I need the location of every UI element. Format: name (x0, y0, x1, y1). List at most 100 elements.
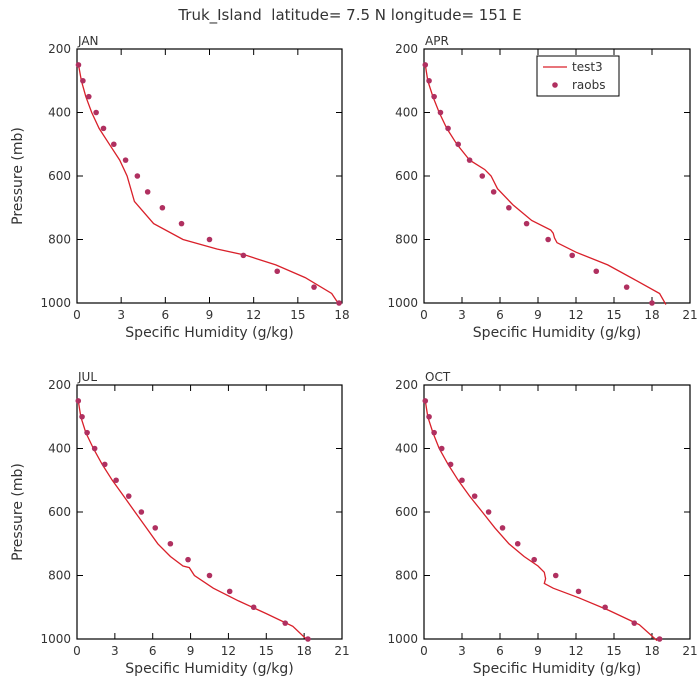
data-point-raobs (111, 141, 117, 148)
panel-label: JAN (77, 34, 99, 48)
data-point-raobs (144, 189, 151, 195)
y-tick-label: 400 (395, 106, 418, 120)
x-tick-label: 12 (568, 644, 583, 658)
data-point-raobs (431, 429, 437, 436)
data-point-raobs (499, 525, 506, 531)
chart-panel-oct: OCT 0 3 6 9 12 15 18 21 200 400 600 800 1000 Specific … (387, 370, 697, 677)
y-axis-label: Pressure (mb) (10, 463, 26, 561)
y-tick-label: 600 (48, 169, 71, 183)
data-point-raobs (593, 268, 600, 275)
data-point-raobs (479, 173, 486, 179)
data-point-raobs (471, 493, 478, 499)
data-point-raobs (490, 189, 497, 195)
data-point-raobs (274, 268, 281, 275)
x-tick-label: 15 (259, 644, 274, 658)
data-point-raobs (426, 413, 432, 420)
x-tick-label: 9 (534, 308, 542, 322)
figure-title: Truk_Island latitude= 7.5 N longitude= 1… (177, 6, 521, 25)
x-tick-label: 15 (290, 308, 305, 322)
data-point-raobs (459, 477, 465, 484)
data-point-raobs (656, 636, 663, 642)
x-axis-label: Specific Humidity (g/kg) (125, 325, 293, 341)
x-tick-label: 0 (420, 644, 428, 658)
data-point-raobs (485, 509, 492, 515)
data-point-raobs (134, 173, 141, 179)
chart-panel-jul: JUL 0 3 6 9 12 15 18 21 200 400 600 800 1000 Specific … (10, 370, 350, 677)
data-point-raobs (438, 445, 445, 452)
y-tick-label: 200 (395, 378, 418, 392)
x-tick-label: 6 (162, 308, 170, 322)
series-line-test3 (424, 400, 658, 642)
y-tick-label: 200 (48, 378, 71, 392)
data-point-raobs (240, 252, 247, 259)
y-tick-label: 1000 (387, 632, 418, 646)
y-tick-label: 800 (395, 569, 418, 583)
legend-label-points: raobs (572, 78, 606, 92)
data-point-raobs (336, 300, 342, 306)
data-point-raobs (431, 93, 437, 100)
data-point-raobs (575, 588, 582, 595)
y-tick-label: 600 (395, 169, 418, 183)
x-tick-label: 18 (644, 644, 659, 658)
legend-box (536, 55, 620, 97)
y-tick-label: 400 (395, 442, 418, 456)
series-line-test3 (77, 64, 340, 305)
x-tick-label: 6 (149, 644, 157, 658)
legend-label-line: test3 (572, 60, 603, 74)
plot-frame (423, 384, 691, 640)
data-point-raobs (79, 413, 85, 420)
x-tick-label: 18 (334, 308, 349, 322)
data-point-raobs (455, 141, 462, 148)
data-point-raobs (305, 636, 311, 642)
x-tick-label: 9 (206, 308, 214, 322)
panel-label: JUL (77, 370, 97, 384)
x-tick-label: 3 (458, 308, 466, 322)
data-point-raobs (250, 604, 257, 611)
data-point-raobs (159, 204, 166, 211)
y-tick-label: 600 (48, 505, 71, 519)
y-tick-label: 200 (48, 42, 71, 56)
x-tick-label: 3 (117, 308, 125, 322)
data-point-raobs (447, 461, 454, 468)
x-tick-label: 0 (420, 308, 428, 322)
data-point-raobs (523, 220, 530, 227)
data-point-raobs (178, 220, 185, 227)
x-tick-label: 18 (297, 644, 312, 658)
data-point-raobs (138, 509, 145, 515)
data-point-raobs (80, 77, 86, 84)
x-tick-label: 18 (644, 308, 659, 322)
series-line-test3 (77, 400, 309, 642)
data-point-raobs (84, 429, 90, 436)
y-axis-label: Pressure (mb) (10, 127, 26, 225)
data-point-raobs (167, 540, 174, 547)
x-tick-label: 3 (458, 644, 466, 658)
y-tick-label: 1000 (40, 632, 71, 646)
y-tick-label: 400 (48, 442, 71, 456)
data-point-raobs (506, 204, 512, 211)
x-axis-label: Specific Humidity (g/kg) (473, 661, 641, 677)
data-point-raobs (100, 125, 107, 132)
data-point-raobs (152, 525, 159, 531)
x-axis-label: Specific Humidity (g/kg) (473, 325, 641, 341)
x-axis-label: Specific Humidity (g/kg) (125, 661, 293, 677)
y-tick-label: 800 (48, 569, 71, 583)
data-point-raobs (282, 620, 289, 626)
data-point-raobs (445, 125, 451, 132)
y-tick-label: 400 (48, 106, 71, 120)
x-tick-label: 12 (568, 308, 583, 322)
data-point-raobs (466, 157, 473, 163)
x-tick-label: 12 (246, 308, 261, 322)
x-tick-label: 21 (334, 644, 349, 658)
chart-panel-apr: APR 0 3 6 9 12 15 18 21 200 400 600 800 1000 Specific … (387, 34, 697, 341)
panel-label: APR (425, 34, 449, 48)
y-tick-label: 800 (395, 233, 418, 247)
data-point-raobs (552, 572, 559, 579)
x-tick-label: 6 (496, 644, 504, 658)
x-tick-label: 6 (496, 308, 504, 322)
data-point-raobs (649, 300, 655, 306)
x-tick-label: 21 (682, 644, 697, 658)
data-point-raobs (569, 252, 575, 259)
x-tick-label: 9 (534, 644, 542, 658)
y-tick-label: 600 (395, 505, 418, 519)
data-point-raobs (101, 461, 108, 468)
